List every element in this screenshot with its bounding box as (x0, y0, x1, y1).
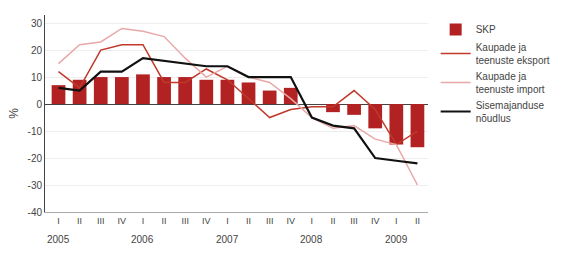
svg-text:%: % (7, 108, 21, 119)
svg-text:III: III (350, 216, 358, 226)
svg-text:I: I (142, 216, 145, 226)
svg-text:I: I (57, 216, 60, 226)
svg-text:II: II (162, 216, 167, 226)
svg-text:2006: 2006 (131, 234, 154, 245)
svg-text:SKP: SKP (476, 24, 496, 35)
svg-text:IV: IV (287, 216, 296, 226)
svg-text:II: II (77, 216, 82, 226)
svg-text:2005: 2005 (47, 234, 70, 245)
svg-text:III: III (266, 216, 274, 226)
svg-text:20: 20 (31, 45, 43, 56)
svg-text:-10: -10 (28, 126, 43, 137)
svg-text:2008: 2008 (300, 234, 323, 245)
svg-text:-30: -30 (28, 180, 43, 191)
svg-text:II: II (330, 216, 335, 226)
svg-text:2007: 2007 (216, 234, 239, 245)
svg-text:I: I (395, 216, 398, 226)
svg-text:Sisemajandusenõudlus: Sisemajandusenõudlus (476, 100, 545, 124)
svg-text:I: I (226, 216, 229, 226)
svg-text:III: III (181, 216, 189, 226)
svg-text:2009: 2009 (385, 234, 408, 245)
svg-text:IV: IV (371, 216, 380, 226)
svg-text:10: 10 (31, 72, 43, 83)
svg-text:0: 0 (36, 99, 42, 110)
svg-text:-40: -40 (28, 207, 43, 218)
svg-text:II: II (415, 216, 420, 226)
svg-text:I: I (311, 216, 314, 226)
svg-text:Kaupade jateenuste import: Kaupade jateenuste import (476, 71, 545, 95)
svg-text:IV: IV (118, 216, 127, 226)
svg-text:IV: IV (202, 216, 211, 226)
svg-text:III: III (97, 216, 105, 226)
svg-text:30: 30 (31, 18, 43, 29)
svg-text:Kaupade jateenuste eksport: Kaupade jateenuste eksport (476, 42, 550, 66)
svg-text:-20: -20 (28, 153, 43, 164)
svg-text:II: II (246, 216, 251, 226)
